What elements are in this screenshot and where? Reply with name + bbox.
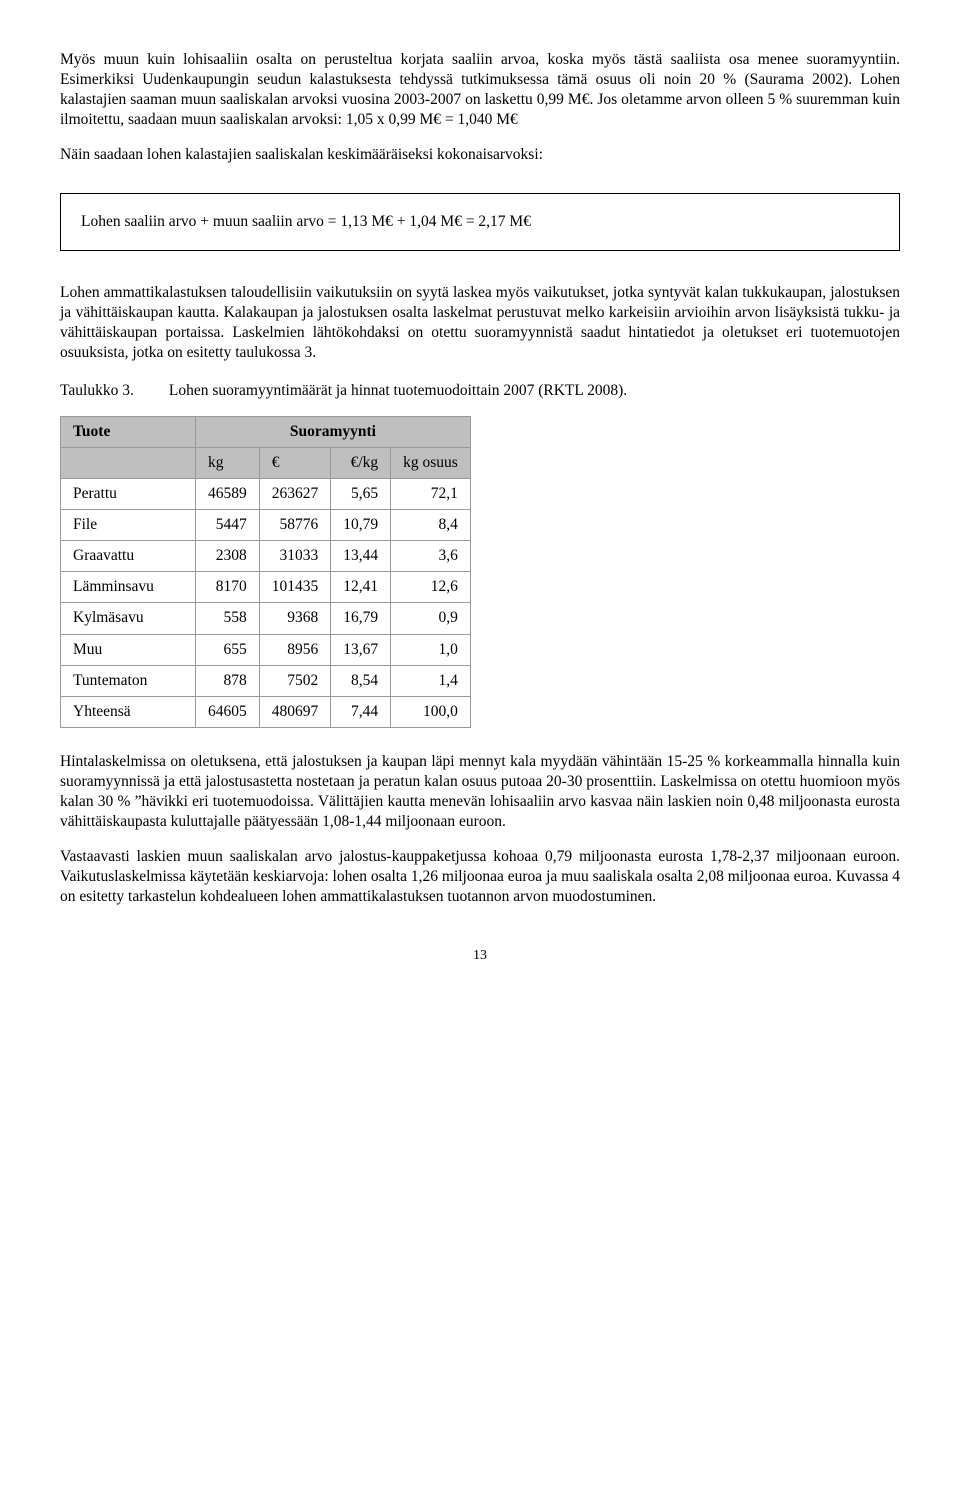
table-cell: 9368 [259, 603, 331, 634]
table-cell: 8170 [196, 572, 260, 603]
summary-box: Lohen saaliin arvo + muun saaliin arvo =… [60, 193, 900, 251]
table-row: File54475877610,798,4 [61, 509, 471, 540]
sales-table: Tuote Suoramyynti kg € €/kg kg osuus Per… [60, 416, 471, 728]
th-blank [61, 447, 196, 478]
table-row: Lämminsavu817010143512,4112,6 [61, 572, 471, 603]
table-cell: 100,0 [391, 696, 471, 727]
table-cell: 3,6 [391, 541, 471, 572]
paragraph-3: Lohen ammattikalastuksen taloudellisiin … [60, 283, 900, 364]
table-cell: Graavattu [61, 541, 196, 572]
table-cell: 7,44 [331, 696, 391, 727]
paragraph-4: Hintalaskelmissa on oletuksena, että jal… [60, 752, 900, 833]
table-caption: Taulukko 3. Lohen suoramyyntimäärät ja h… [60, 381, 900, 401]
table-cell: 5,65 [331, 478, 391, 509]
table-row: Kylmäsavu558936816,790,9 [61, 603, 471, 634]
table-row: Perattu465892636275,6572,1 [61, 478, 471, 509]
paragraph-1: Myös muun kuin lohisaaliin osalta on per… [60, 50, 900, 131]
table-cell: File [61, 509, 196, 540]
th-kg: kg [196, 447, 260, 478]
table-cell: 12,6 [391, 572, 471, 603]
table-cell: 0,9 [391, 603, 471, 634]
page-number: 13 [60, 947, 900, 965]
table-cell: Lämminsavu [61, 572, 196, 603]
table-cell: 72,1 [391, 478, 471, 509]
table-cell: 8,54 [331, 665, 391, 696]
table-caption-label: Taulukko 3. [60, 381, 165, 401]
th-kgosuus: kg osuus [391, 447, 471, 478]
th-tuote: Tuote [61, 416, 196, 447]
table-cell: 480697 [259, 696, 331, 727]
table-cell: 8,4 [391, 509, 471, 540]
table-cell: Perattu [61, 478, 196, 509]
paragraph-2: Näin saadaan lohen kalastajien saaliskal… [60, 145, 900, 165]
table-cell: 1,4 [391, 665, 471, 696]
table-cell: 1,0 [391, 634, 471, 665]
table-cell: 263627 [259, 478, 331, 509]
table-caption-text: Lohen suoramyyntimäärät ja hinnat tuotem… [169, 382, 627, 399]
table-cell: 655 [196, 634, 260, 665]
th-suoramyynti: Suoramyynti [196, 416, 471, 447]
table-row: Graavattu23083103313,443,6 [61, 541, 471, 572]
table-cell: 46589 [196, 478, 260, 509]
paragraph-5: Vastaavasti laskien muun saaliskalan arv… [60, 847, 900, 907]
table-cell: Tuntematon [61, 665, 196, 696]
table-cell: Yhteensä [61, 696, 196, 727]
table-cell: 13,67 [331, 634, 391, 665]
table-cell: Kylmäsavu [61, 603, 196, 634]
th-eurkg: €/kg [331, 447, 391, 478]
table-cell: 2308 [196, 541, 260, 572]
table-cell: 58776 [259, 509, 331, 540]
table-row: Yhteensä646054806977,44100,0 [61, 696, 471, 727]
table-row: Muu655895613,671,0 [61, 634, 471, 665]
th-eur: € [259, 447, 331, 478]
table-cell: 10,79 [331, 509, 391, 540]
table-cell: 16,79 [331, 603, 391, 634]
table-cell: 64605 [196, 696, 260, 727]
table-row: Tuntematon87875028,541,4 [61, 665, 471, 696]
table-cell: 878 [196, 665, 260, 696]
summary-box-text: Lohen saaliin arvo + muun saaliin arvo =… [81, 212, 879, 232]
table-cell: Muu [61, 634, 196, 665]
table-cell: 7502 [259, 665, 331, 696]
table-cell: 13,44 [331, 541, 391, 572]
table-cell: 8956 [259, 634, 331, 665]
table-cell: 101435 [259, 572, 331, 603]
table-cell: 558 [196, 603, 260, 634]
table-cell: 31033 [259, 541, 331, 572]
table-cell: 12,41 [331, 572, 391, 603]
table-cell: 5447 [196, 509, 260, 540]
